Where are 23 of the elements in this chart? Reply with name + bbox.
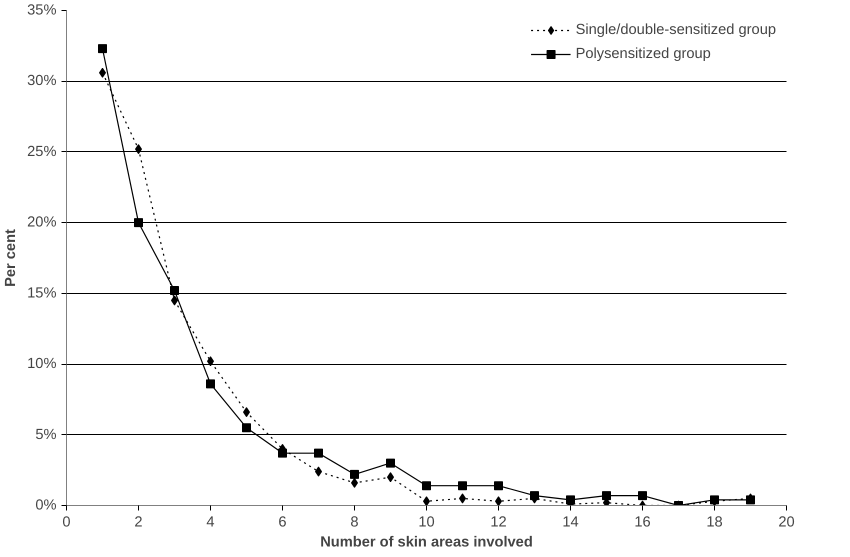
x-tick-label: 8 xyxy=(350,514,359,530)
x-tick-label: 4 xyxy=(206,514,215,530)
y-tick-label: 20% xyxy=(27,214,57,231)
x-tick-label: 12 xyxy=(490,514,507,530)
x-tick-label: 20 xyxy=(778,514,795,530)
y-tick-label: 10% xyxy=(27,356,57,372)
x-tick-label: 2 xyxy=(134,514,143,530)
legend-label: Single/double-sensitized group xyxy=(576,22,776,38)
y-tick-label: 15% xyxy=(27,285,57,302)
x-tick-label: 6 xyxy=(278,514,287,530)
legend-label: Polysensitized group xyxy=(576,46,711,62)
y-tick-label: 5% xyxy=(35,426,57,443)
y-tick-label: 30% xyxy=(27,73,57,90)
x-axis-title: Number of skin areas involved xyxy=(320,534,533,550)
y-tick-label: 25% xyxy=(27,144,57,160)
y-tick-label: 35% xyxy=(27,2,57,18)
x-tick-label: 16 xyxy=(634,514,651,530)
x-tick-label: 0 xyxy=(62,514,71,530)
x-tick-label: 10 xyxy=(418,514,435,530)
x-tick-label: 14 xyxy=(562,514,579,530)
x-tick-label: 18 xyxy=(706,514,723,530)
y-axis-title: Per cent xyxy=(3,228,20,287)
y-tick-label: 0% xyxy=(35,498,57,514)
